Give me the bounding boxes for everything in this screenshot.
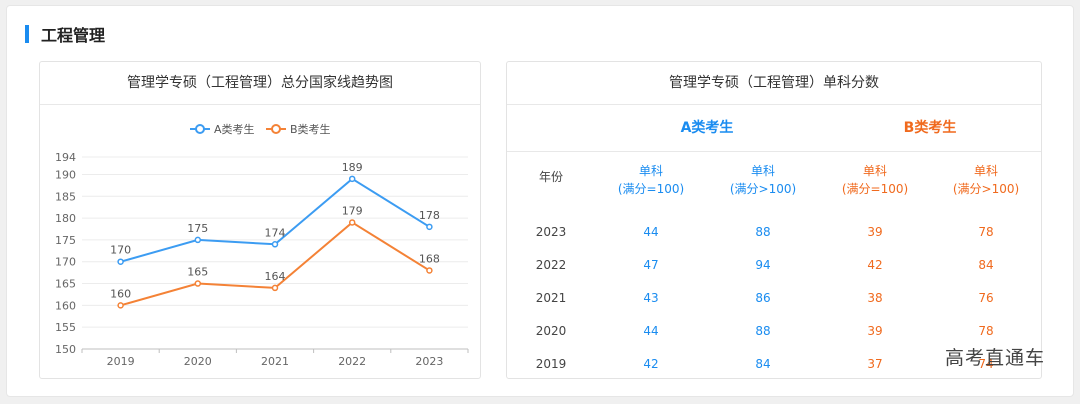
header-a-over100: 单科 (满分>100) (707, 162, 819, 198)
trend-chart-card: 管理学专硕（工程管理）总分国家线趋势图 194 190 185 180 175 170 16… (39, 61, 481, 379)
cell-b-over100: 78 (978, 225, 994, 239)
header-b-full100: 单科 (满分=100) (819, 162, 931, 198)
group-a-header: A类考生 (680, 120, 734, 136)
y-tick-label: 180 (55, 212, 76, 225)
x-tick-label: 2020 (184, 355, 212, 368)
cell-b-full100: 38 (867, 291, 883, 305)
data-label: 174 (265, 226, 286, 239)
y-tick-label: 150 (55, 343, 76, 356)
section-header: 工程管理 (25, 23, 105, 45)
data-point (426, 267, 433, 274)
x-tick-label: 2019 (107, 355, 135, 368)
cell-year: 2020 (535, 324, 567, 338)
cell-b-full100: 37 (867, 357, 883, 371)
cell-b-over100: 78 (978, 324, 994, 338)
group-header-row: A类考生 B类考生 (507, 105, 1041, 152)
header-label: 单科 (750, 164, 775, 178)
data-label: 179 (342, 204, 363, 217)
header-label: 单科 (973, 164, 998, 178)
data-point (271, 284, 279, 292)
data-point (194, 236, 202, 244)
y-tick-label: 170 (55, 256, 76, 269)
table-row: 2021 43 86 38 76 (507, 288, 1041, 308)
data-label: 170 (110, 244, 131, 257)
x-tick-label: 2021 (261, 355, 289, 368)
cell-b-over100: 76 (978, 291, 994, 305)
legend-marker (271, 124, 281, 134)
cell-b-over100: 74 (978, 357, 994, 371)
data-point (117, 302, 124, 309)
y-tick-label: 185 (55, 190, 76, 203)
header-year: 年份 (538, 170, 563, 184)
y-tick-label: 155 (55, 321, 76, 334)
data-label: 164 (265, 270, 286, 283)
header-label: 单科 (862, 164, 887, 178)
legend-marker (195, 124, 205, 134)
data-point (348, 219, 356, 226)
table-row: 2023 44 88 39 78 (507, 222, 1041, 242)
table-row: 2019 42 84 37 74 (507, 354, 1041, 374)
data-label: 168 (419, 252, 440, 265)
header-sublabel: (满分=100) (617, 182, 685, 196)
y-tick-label: 165 (55, 278, 76, 291)
header-sublabel: (满分>100) (729, 182, 797, 196)
table-row: 2022 47 94 42 84 (507, 255, 1041, 275)
data-point (426, 223, 433, 231)
y-tick-label: 190 (55, 168, 76, 181)
cell-a-over100: 88 (755, 225, 771, 239)
cell-year: 2022 (535, 258, 567, 272)
data-label: 189 (342, 161, 363, 174)
data-label: 175 (187, 222, 208, 235)
data-label: 165 (187, 266, 208, 279)
table-card-title: 管理学专硕（工程管理）单科分数 (507, 62, 1041, 105)
data-label: 160 (110, 287, 131, 300)
cell-a-over100: 94 (755, 258, 771, 272)
chart-card-title: 管理学专硕（工程管理）总分国家线趋势图 (40, 62, 480, 105)
section-accent-bar (25, 25, 29, 43)
series-line (120, 177, 430, 263)
cell-year: 2021 (535, 291, 567, 305)
header-label: 单科 (638, 164, 663, 178)
y-tick-label: 194 (55, 151, 76, 164)
data-label: 178 (419, 209, 440, 222)
cell-year: 2019 (535, 357, 567, 371)
table-row: 2020 44 88 39 78 (507, 321, 1041, 341)
x-tick-label: 2023 (415, 355, 443, 368)
trend-line-chart: 194 190 185 180 175 170 165 160 155 150 2019 2020 20… (55, 122, 469, 368)
section-title: 工程管理 (41, 26, 106, 45)
x-tick-label: 2022 (338, 355, 366, 368)
cell-a-full100: 47 (643, 258, 659, 272)
header-b-over100: 单科 (满分>100) (931, 162, 1041, 198)
header-sublabel: (满分>100) (952, 182, 1020, 196)
cell-b-full100: 39 (867, 324, 883, 338)
data-point (348, 175, 356, 183)
single-subject-card: 管理学专硕（工程管理）单科分数 A类考生 B类考生 年份 单科 (满分=100)… (506, 61, 1042, 379)
data-point (117, 258, 124, 265)
legend-label: A类考生 (214, 122, 255, 136)
cell-a-full100: 44 (643, 324, 659, 338)
cell-a-full100: 43 (643, 291, 659, 305)
cell-year: 2023 (535, 225, 567, 239)
y-tick-label: 175 (55, 234, 76, 247)
header-sublabel: (满分=100) (841, 182, 909, 196)
data-point (271, 241, 279, 248)
watermark-logo: 高考直通车 (944, 347, 1045, 369)
cell-a-full100: 42 (643, 357, 659, 371)
cell-b-full100: 42 (867, 258, 883, 272)
data-point (194, 280, 202, 287)
header-a-full100: 单科 (满分=100) (595, 162, 707, 198)
group-b-header: B类考生 (903, 120, 957, 136)
legend-label: B类考生 (290, 122, 331, 136)
page-panel: 工程管理 管理学专硕（工程管理）总分国家线趋势图 194 190 185 180 175… (6, 5, 1074, 397)
cell-a-over100: 84 (755, 357, 771, 371)
cell-a-over100: 88 (755, 324, 771, 338)
y-tick-label: 160 (55, 299, 76, 312)
cell-a-full100: 44 (643, 225, 659, 239)
cell-b-over100: 84 (978, 258, 994, 272)
cell-b-full100: 39 (867, 225, 883, 239)
cell-a-over100: 86 (755, 291, 771, 305)
table-header-row: 年份 单科 (满分=100) 单科 (满分>100) 单科 (满分=100) 单… (507, 162, 1041, 206)
